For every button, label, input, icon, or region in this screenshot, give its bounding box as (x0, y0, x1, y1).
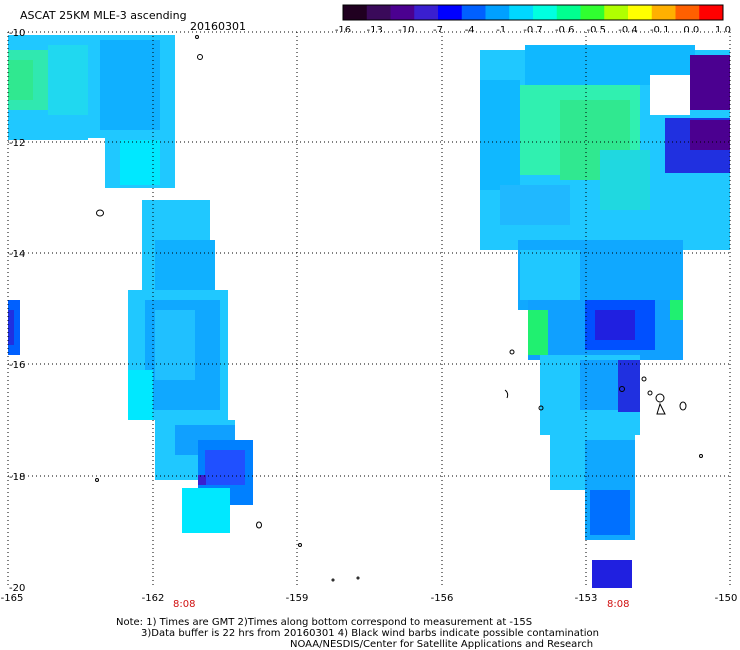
colorbar-swatch (580, 5, 605, 20)
latitude-label: -20 (9, 583, 25, 594)
longitude-label: -165 (1, 593, 24, 604)
note-line-3: NOAA/NESDIS/Center for Satellite Applica… (290, 639, 593, 650)
colorbar (342, 4, 724, 21)
map-title: ASCAT 25KM MLE-3 ascending (20, 9, 187, 22)
longitude-labels: -165 -162 -159 -156 -153 -150 (1, 593, 738, 604)
colorbar-tick-label: -7 (433, 25, 443, 36)
colorbar-swatch (485, 5, 510, 20)
colorbar-swatch (390, 5, 415, 20)
colorbar-swatch (675, 5, 700, 20)
longitude-label: -159 (286, 593, 309, 604)
colorbar-tick-label: 1.0 (715, 25, 731, 36)
latitude-label: -14 (9, 249, 25, 260)
map-grid (7, 31, 731, 588)
longitude-label: -162 (142, 593, 165, 604)
colorbar-swatch (556, 5, 581, 20)
island-outlines (95, 35, 703, 582)
colorbar-tick-label: 0.0 (683, 25, 699, 36)
colorbar-swatch (699, 5, 724, 20)
colorbar-swatch (651, 5, 676, 20)
colorbar-tick-label: -10 (398, 25, 414, 36)
colorbar-swatch (438, 5, 463, 20)
latitude-label: -18 (9, 472, 25, 483)
latitude-label: -12 (9, 138, 25, 149)
colorbar-swatch (604, 5, 629, 20)
colorbar-tick-label: -0.7 (523, 25, 543, 36)
note-line-1: Note: 1) Times are GMT 2)Times along bot… (116, 617, 532, 628)
colorbar-tick-label: -0.6 (555, 25, 575, 36)
colorbar-swatch (461, 5, 486, 20)
note-line-2: 3)Data buffer is 22 hrs from 20160301 4)… (141, 628, 599, 639)
colorbar-swatch (533, 5, 558, 20)
colorbar-tick-label: -16 (335, 25, 351, 36)
colorbar-tick-label: -0.1 (650, 25, 670, 36)
longitude-label: -150 (715, 593, 738, 604)
colorbar-swatch (509, 5, 534, 20)
colorbar-tick-label: -0.5 (587, 25, 607, 36)
longitude-label: -153 (575, 593, 598, 604)
map-date: 20160301 (190, 20, 246, 33)
time-label-right: 8:08 (607, 599, 629, 610)
colorbar-swatch (414, 5, 439, 20)
wind-swath-right (480, 45, 730, 588)
latitude-label: -10 (9, 28, 25, 39)
colorbar-tick-label: -0.4 (618, 25, 638, 36)
latitude-label: -16 (9, 360, 25, 371)
colorbar-tick-label: -4 (465, 25, 475, 36)
longitude-label: -156 (431, 593, 454, 604)
colorbar-tick-labels: -16 -13 -10 -7 -4 -1 -0.7 -0.6 -0.5 -0.4 -0.1 0.0 1.… (335, 25, 731, 36)
colorbar-tick-label: -13 (367, 25, 383, 36)
colorbar-swatch (366, 5, 391, 20)
time-label-left: 8:08 (173, 599, 195, 610)
map-plot-area: -10-12-14-16-18-20 -165 -162 -159 -156 -153-… (1, 28, 738, 610)
colorbar-frame (342, 4, 724, 21)
colorbar-swatch (628, 5, 653, 20)
latitude-labels: -10 -12 -14 -16 -18 -20 (9, 28, 25, 594)
colorbar-swatch (343, 5, 368, 20)
colorbar-tick-label: -1 (496, 25, 506, 36)
